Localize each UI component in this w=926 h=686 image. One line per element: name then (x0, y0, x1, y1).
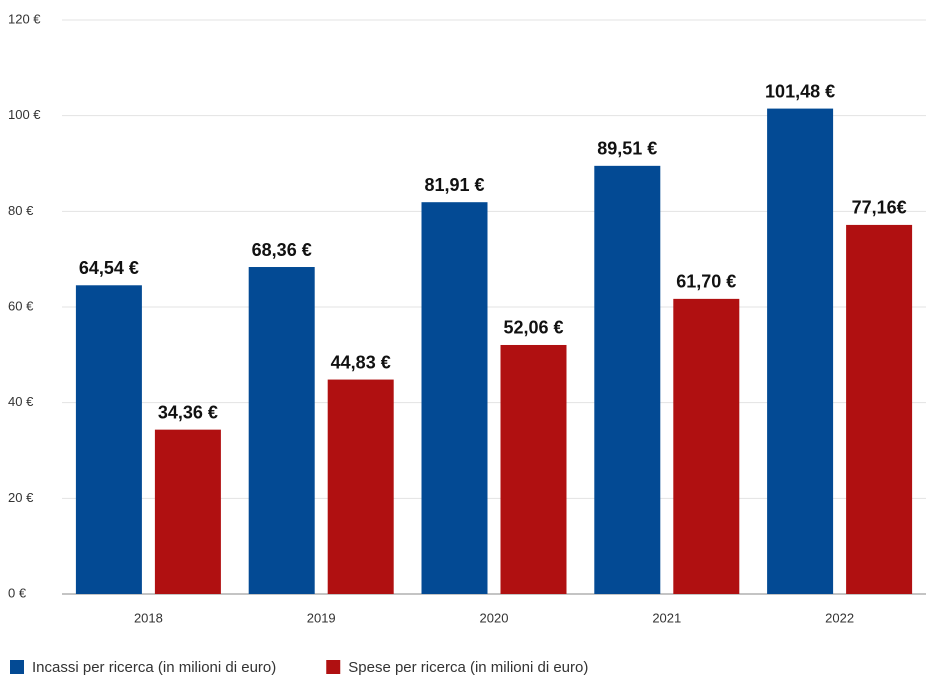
y-tick-label: 60 € (8, 298, 34, 313)
value-label: 89,51 € (597, 139, 657, 159)
bar (500, 344, 567, 594)
bar (846, 224, 913, 594)
legend-swatch (10, 660, 24, 674)
x-tick-label: 2018 (134, 610, 163, 625)
y-tick-label: 80 € (8, 203, 34, 218)
bar (767, 108, 834, 594)
bar (421, 202, 488, 594)
value-label: 81,91 € (424, 175, 484, 195)
bar (248, 267, 315, 594)
value-label: 101,48 € (765, 81, 835, 101)
value-label: 44,83 € (331, 352, 391, 372)
y-tick-label: 100 € (8, 107, 41, 122)
bar (673, 298, 740, 594)
value-label: 68,36 € (252, 240, 312, 260)
value-label: 61,70 € (676, 272, 736, 292)
bar (75, 285, 142, 594)
legend-label: Spese per ricerca (in milioni di euro) (348, 659, 588, 676)
legend-swatch (326, 660, 341, 674)
y-tick-label: 20 € (8, 490, 34, 505)
x-tick-label: 2020 (480, 610, 509, 625)
value-label: 77,16€ (852, 198, 907, 218)
value-label: 64,54 € (79, 258, 139, 278)
y-tick-label: 40 € (8, 394, 34, 409)
legend-label: Incassi per ricerca (in milioni di euro) (32, 659, 276, 676)
bar (594, 165, 661, 595)
y-tick-label: 0 € (8, 585, 27, 600)
y-tick-label: 120 € (8, 11, 41, 26)
x-tick-label: 2019 (307, 610, 336, 625)
bar (327, 379, 394, 594)
bar (154, 429, 221, 594)
value-label: 34,36 € (158, 402, 218, 422)
x-tick-label: 2022 (825, 610, 854, 625)
value-label: 52,06 € (503, 318, 563, 338)
x-tick-label: 2021 (652, 610, 681, 625)
